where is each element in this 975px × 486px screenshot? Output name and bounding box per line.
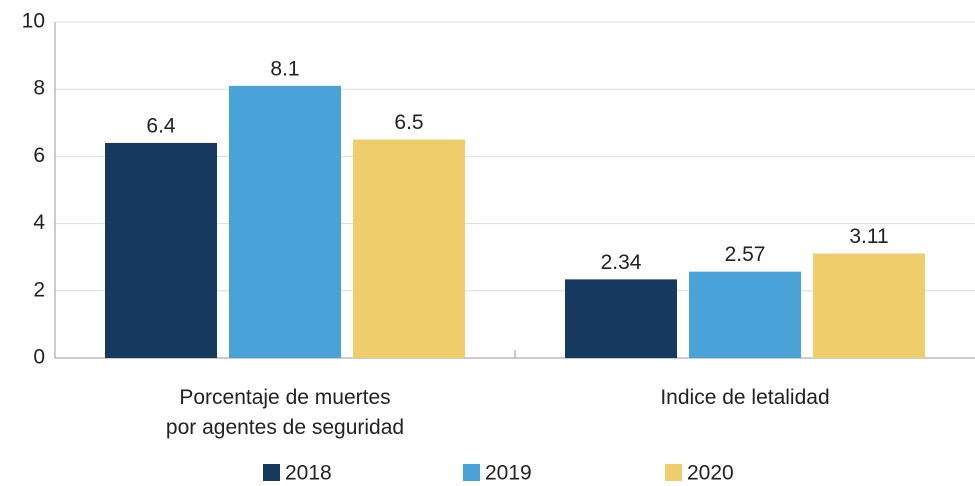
y-tick-label: 0 [33,346,45,369]
x-tick-label: Indice de letalidad [660,386,829,409]
y-tick-label: 6 [33,144,45,167]
value-label: 2.34 [601,251,642,274]
legend-label: 2018 [285,462,332,485]
value-label: 3.11 [849,225,888,248]
x-tick-label: Porcentaje de muertes por agentes de segu… [166,386,404,439]
bar [229,85,341,358]
legend-swatch [665,464,682,481]
legend-label: 2020 [687,462,734,485]
bar [353,139,465,358]
y-tick-label: 2 [33,278,45,301]
bar [689,271,801,358]
y-tick-label: 10 [22,10,45,33]
y-tick-label: 8 [33,77,45,100]
value-label: 8.1 [270,57,299,80]
bar [813,253,925,358]
x-tick-label-line: por agentes de seguridad [166,416,404,439]
y-tick-label: 4 [33,211,45,234]
value-label: 6.4 [146,115,176,138]
x-tick-label-line: Porcentaje de muertes [179,386,390,409]
value-label: 6.5 [394,111,423,134]
bar [565,279,677,358]
x-tick-label-line: Indice de letalidad [660,386,829,409]
legend-label: 2019 [485,462,532,485]
legend-swatch [263,464,280,481]
value-label: 2.57 [725,243,766,266]
bar [105,142,217,358]
legend-swatch [463,464,480,481]
